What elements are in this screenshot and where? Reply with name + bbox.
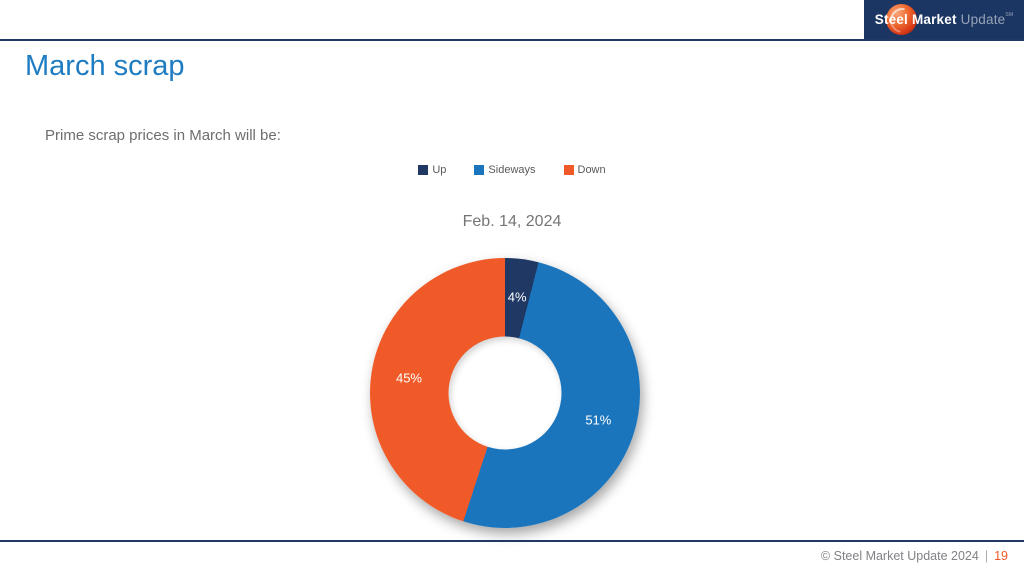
footer-copyright: © Steel Market Update 2024: [820, 549, 979, 563]
company-logo: Steel Market UpdateSM: [864, 0, 1024, 39]
logo-text: Steel Market UpdateSM: [875, 12, 1014, 27]
legend-item-sideways: Sideways: [474, 164, 536, 176]
header-divider: [0, 39, 1024, 41]
legend-label: Up: [432, 164, 447, 176]
legend-item-up: Up: [418, 164, 446, 176]
legend-swatch-icon: [474, 165, 485, 175]
legend-item-down: Down: [563, 164, 606, 176]
footer-divider: [0, 540, 1024, 542]
donut-chart-area: 4% 51% 45%: [370, 258, 640, 528]
slice-label-sideways: 51%: [585, 412, 612, 428]
slice-label-up: 4%: [507, 289, 527, 305]
page-title: March scrap: [25, 50, 185, 82]
footer-separator: |: [984, 549, 989, 563]
logo-text-bold: Steel Market: [874, 12, 957, 27]
footer: © Steel Market Update 2024 | 19: [821, 549, 1008, 563]
logo-servicemark: SM: [1005, 12, 1014, 18]
footer-page-number: 19: [994, 549, 1008, 563]
logo-orb-icon: [886, 4, 917, 35]
chart-title: Feb. 14, 2024: [462, 213, 562, 230]
legend-label: Sideways: [488, 164, 536, 176]
legend-swatch-icon: [563, 165, 574, 175]
chart-legend: Up Sideways Down: [0, 164, 1024, 176]
slice-label-down: 45%: [395, 370, 422, 386]
legend-swatch-icon: [418, 165, 429, 175]
logo-text-light: Update: [956, 12, 1006, 27]
slide-subtitle: Prime scrap prices in March will be:: [45, 127, 281, 144]
donut-hole: [448, 336, 562, 450]
legend-label: Down: [577, 164, 606, 176]
